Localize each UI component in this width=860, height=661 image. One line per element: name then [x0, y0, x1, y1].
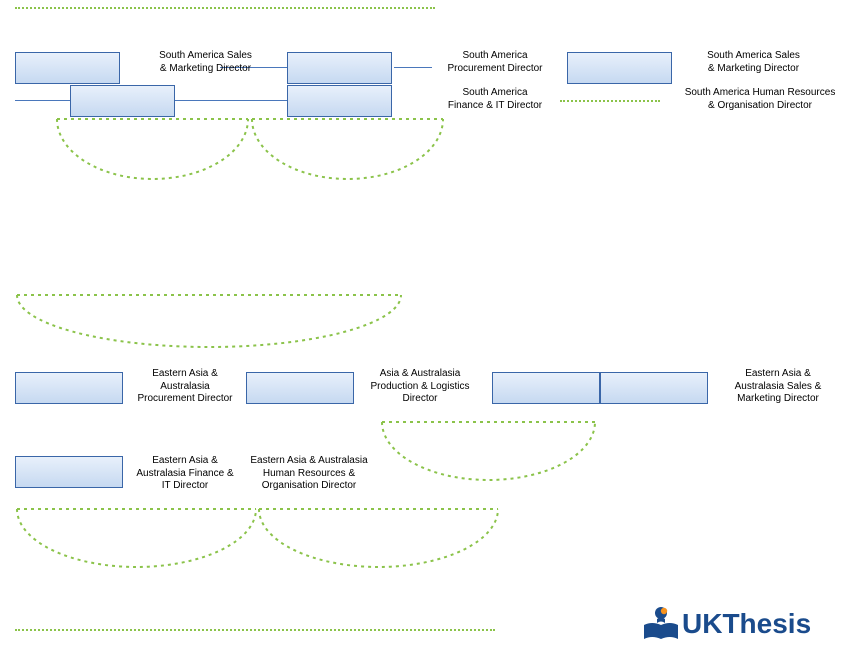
role-label: South America Sales& Marketing Director — [128, 50, 283, 75]
role-label: South America Sales& Marketing Director — [676, 50, 831, 75]
org-box — [287, 52, 392, 84]
grouping-arc — [55, 117, 250, 181]
dotted-divider — [15, 629, 495, 631]
grouping-arc — [250, 117, 445, 181]
connector-line — [15, 100, 70, 101]
grouping-arc — [257, 507, 500, 569]
role-label: South AmericaFinance & IT Director — [430, 87, 560, 112]
org-box — [567, 52, 672, 84]
role-label: South America Human Resources& Organisat… — [660, 87, 860, 112]
org-box — [492, 372, 600, 404]
org-box — [287, 85, 392, 117]
dotted-divider — [15, 7, 435, 9]
logo-text: UKThesis — [682, 608, 811, 640]
org-box — [246, 372, 354, 404]
grouping-arc — [380, 420, 597, 482]
org-box — [15, 372, 123, 404]
role-label: Asia & AustralasiaProduction & Logistics… — [360, 368, 480, 406]
grouping-arc — [15, 293, 403, 349]
org-box — [15, 52, 120, 84]
ukthesis-logo: UKThesis — [640, 603, 811, 645]
connector-line — [175, 100, 287, 101]
org-box — [600, 372, 708, 404]
connector-line — [394, 67, 432, 68]
role-label: Eastern Asia &Australasia Finance &IT Di… — [130, 455, 240, 493]
book-person-icon — [640, 603, 682, 645]
role-label: Eastern Asia & AustralasiaHuman Resource… — [244, 455, 374, 493]
connector-line-dashed — [560, 100, 660, 102]
grouping-arc — [15, 507, 258, 569]
role-label: Eastern Asia &AustralasiaProcurement Dir… — [130, 368, 240, 406]
org-box — [70, 85, 175, 117]
org-box — [15, 456, 123, 488]
role-label: South AmericaProcurement Director — [430, 50, 560, 75]
role-label: Eastern Asia &Australasia Sales &Marketi… — [718, 368, 838, 406]
